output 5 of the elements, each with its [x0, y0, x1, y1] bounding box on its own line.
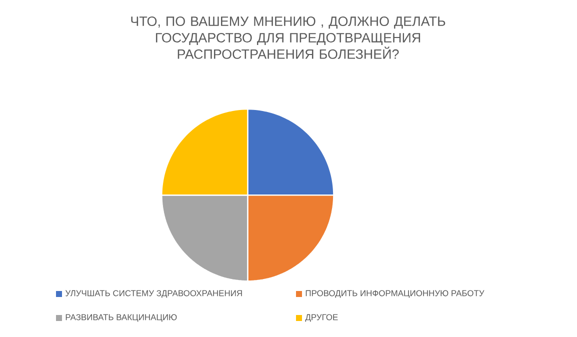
legend-label: ПРОВОДИТЬ ИНФОРМАЦИОННУЮ РАБОТУ: [306, 290, 484, 298]
legend-label: УЛУЧШАТЬ СИСТЕМУ ЗДРАВООХРАНЕНИЯ: [65, 290, 242, 298]
chart-title: ЧТО, ПО ВАШЕМУ МНЕНИЮ , ДОЛЖНО ДЕЛАТЬ ГОСУДАРСТВО ДЛЯ ПРЕДОТВРАЩЕНИЯ РАСПРОСТРАНЕНИЯ БОЛЕЗНЕЙ?: [131, 16, 446, 59]
legend-label: РАЗВИВАТЬ ВАКЦИНАЦИЮ: [66, 314, 177, 322]
legend-label: ДРУГОЕ: [305, 314, 338, 322]
